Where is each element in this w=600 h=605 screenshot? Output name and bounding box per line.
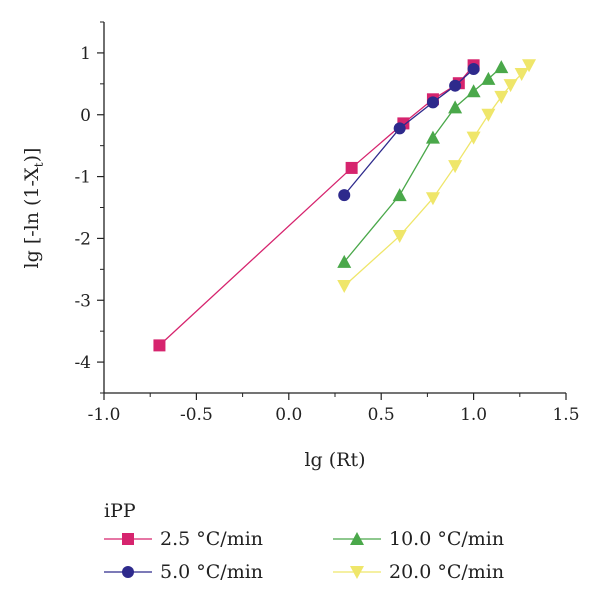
data-point: [522, 59, 537, 73]
data-point: [494, 90, 509, 104]
data-point: [350, 532, 364, 545]
data-point: [425, 130, 440, 144]
y-tick-label: 0: [80, 106, 91, 126]
data-point: [467, 62, 480, 75]
y-axis-title: lg [-ln (1-Xt)]: [21, 148, 46, 269]
data-point: [338, 189, 351, 202]
y-axis-title-end: )]: [21, 148, 43, 163]
data-point: [392, 188, 407, 202]
data-point: [448, 160, 463, 174]
x-tick-label: -0.5: [180, 405, 213, 425]
x-axis-title: lg (Rt): [304, 449, 365, 471]
x-tick-label: 0.5: [368, 405, 395, 425]
y-tick-label: -4: [74, 353, 91, 373]
data-point: [393, 122, 406, 135]
legend-label: 5.0 °C/min: [160, 561, 263, 583]
data-point: [514, 67, 529, 81]
y-axis-title-main: lg [-ln (1-X: [21, 167, 43, 269]
legend-label: 2.5 °C/min: [160, 528, 263, 550]
data-point: [481, 71, 496, 85]
data-point: [350, 566, 364, 579]
data-point: [426, 96, 439, 109]
legend: iPP 2.5 °C/min 5.0 °C/min 10.0 °C/min 20.0 …: [104, 500, 504, 583]
legend-title: iPP: [104, 500, 136, 522]
x-tick-label: 0.0: [275, 405, 302, 425]
data-point: [337, 254, 352, 268]
y-tick-label: -1: [74, 168, 91, 188]
data-point: [392, 229, 407, 243]
data-point: [449, 79, 462, 92]
data-point: [153, 339, 166, 352]
x-tick-label: -1.0: [88, 405, 121, 425]
data-point: [425, 192, 440, 206]
data-point: [448, 100, 463, 114]
data-point: [337, 280, 352, 294]
y-tick-label: 1: [80, 44, 91, 64]
legend-label: 20.0 °C/min: [389, 561, 504, 583]
data-point: [481, 108, 496, 122]
y-tick-label: -3: [74, 291, 91, 311]
y-tick-label: -2: [74, 229, 91, 249]
data-point: [122, 566, 134, 578]
x-tick-label: 1.0: [460, 405, 487, 425]
data-point: [466, 131, 481, 145]
legend-label: 10.0 °C/min: [389, 528, 504, 550]
data-point: [494, 60, 509, 74]
plot-area: -1.0 -0.5 0.0 0.5 1.0 1.5 1 0 -1 -2 -3 -4: [74, 21, 580, 425]
y-axis-title-subscript: t: [32, 162, 46, 167]
data-point: [345, 161, 358, 174]
data-point: [466, 84, 481, 98]
x-tick-label: 1.5: [552, 405, 579, 425]
data-point: [503, 79, 518, 93]
data-point: [122, 533, 134, 545]
